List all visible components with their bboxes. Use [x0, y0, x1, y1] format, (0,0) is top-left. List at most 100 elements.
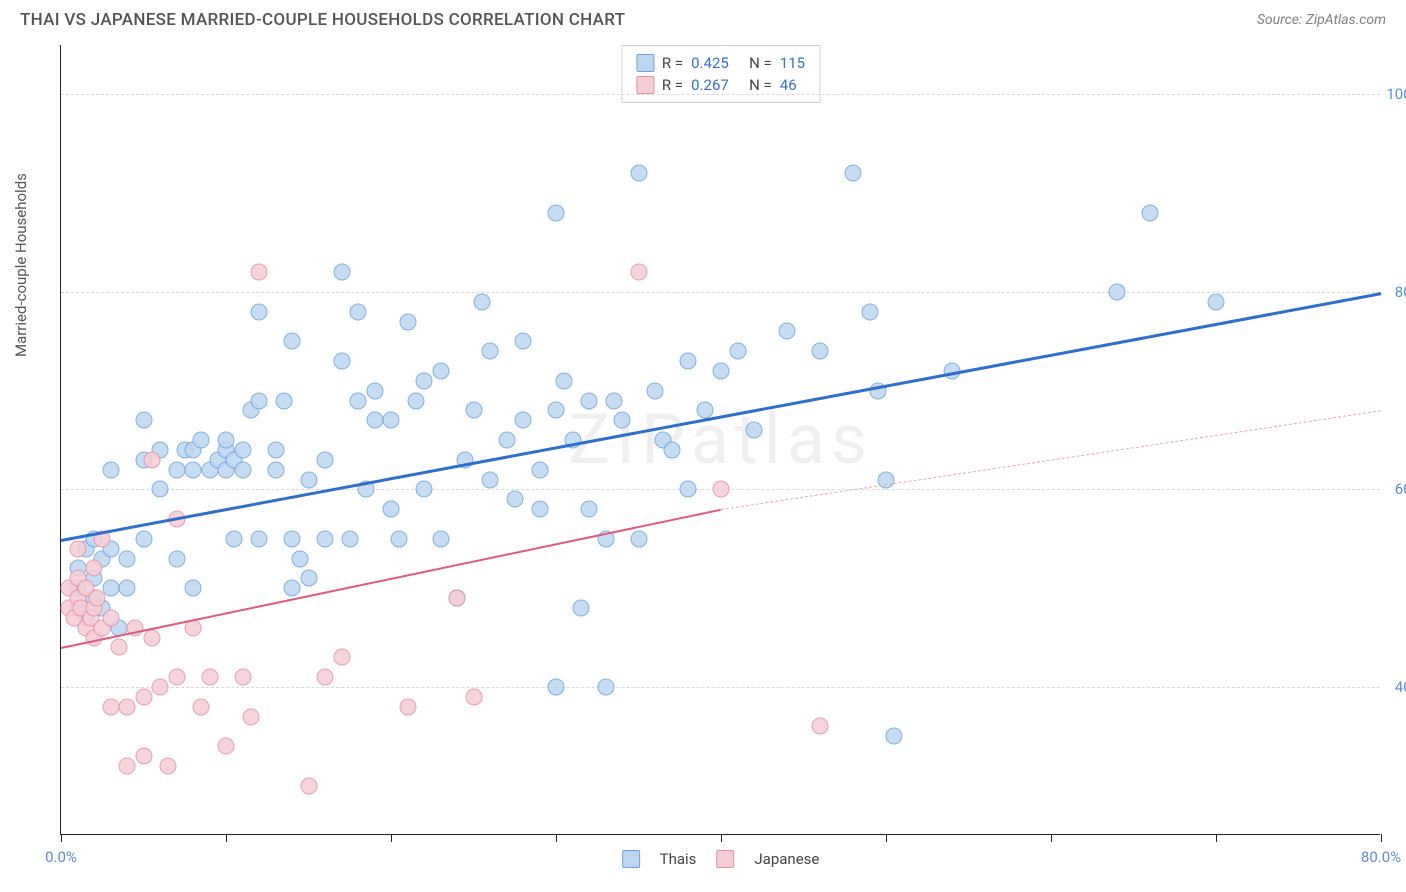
- x-tick-label: 80.0%: [1361, 848, 1401, 866]
- data-point: [399, 698, 416, 715]
- legend-r-label: R =: [662, 76, 683, 94]
- data-point: [275, 392, 292, 409]
- x-tick-label: 0.0%: [45, 848, 77, 866]
- x-tick: [226, 834, 227, 842]
- data-point: [861, 303, 878, 320]
- data-point: [152, 481, 169, 498]
- data-point: [498, 432, 515, 449]
- data-point: [350, 392, 367, 409]
- data-point: [630, 165, 647, 182]
- x-tick: [391, 834, 392, 842]
- y-axis-label: Married-couple Households: [12, 173, 30, 357]
- data-point: [1142, 204, 1159, 221]
- data-point: [449, 590, 466, 607]
- data-point: [152, 678, 169, 695]
- data-point: [135, 530, 152, 547]
- data-point: [1208, 293, 1225, 310]
- legend-r-value: 0.425: [691, 54, 741, 72]
- legend-n-label: N =: [749, 76, 772, 94]
- data-point: [317, 530, 334, 547]
- data-point: [663, 441, 680, 458]
- legend-series-name: Thais: [660, 850, 697, 868]
- gridline: [61, 94, 1380, 95]
- data-point: [779, 323, 796, 340]
- data-point: [515, 333, 532, 350]
- data-point: [416, 372, 433, 389]
- data-point: [89, 590, 106, 607]
- data-point: [845, 165, 862, 182]
- x-tick: [1051, 834, 1052, 842]
- data-point: [317, 669, 334, 686]
- data-point: [465, 688, 482, 705]
- data-point: [218, 432, 235, 449]
- data-point: [300, 570, 317, 587]
- data-point: [292, 550, 309, 567]
- data-point: [432, 362, 449, 379]
- data-point: [432, 530, 449, 547]
- data-point: [630, 264, 647, 281]
- data-point: [135, 688, 152, 705]
- data-point: [317, 451, 334, 468]
- data-point: [812, 718, 829, 735]
- chart-source: Source: ZipAtlas.com: [1257, 12, 1386, 28]
- data-point: [416, 481, 433, 498]
- data-point: [581, 501, 598, 518]
- data-point: [506, 491, 523, 508]
- legend-row: R =0.267N =46: [636, 74, 805, 96]
- data-point: [143, 451, 160, 468]
- data-point: [680, 353, 697, 370]
- trend-line: [61, 292, 1382, 542]
- data-point: [581, 392, 598, 409]
- data-point: [86, 560, 103, 577]
- data-point: [119, 698, 136, 715]
- data-point: [102, 698, 119, 715]
- data-point: [300, 471, 317, 488]
- data-point: [234, 669, 251, 686]
- data-point: [572, 599, 589, 616]
- data-point: [597, 678, 614, 695]
- legend-series-name: Japanese: [754, 850, 819, 868]
- data-point: [713, 362, 730, 379]
- data-point: [226, 530, 243, 547]
- x-tick: [721, 834, 722, 842]
- x-tick: [1381, 834, 1382, 842]
- legend-swatch: [716, 850, 734, 868]
- data-point: [201, 669, 218, 686]
- data-point: [251, 264, 268, 281]
- gridline: [61, 292, 1380, 293]
- data-point: [482, 343, 499, 360]
- data-point: [333, 264, 350, 281]
- chart-header: THAI VS JAPANESE MARRIED-COUPLE HOUSEHOL…: [0, 0, 1406, 35]
- trend-line: [721, 410, 1381, 510]
- chart-title: THAI VS JAPANESE MARRIED-COUPLE HOUSEHOL…: [20, 10, 625, 30]
- data-point: [168, 550, 185, 567]
- data-point: [366, 382, 383, 399]
- data-point: [119, 757, 136, 774]
- data-point: [251, 530, 268, 547]
- data-point: [193, 698, 210, 715]
- x-tick: [556, 834, 557, 842]
- data-point: [218, 738, 235, 755]
- data-point: [391, 530, 408, 547]
- data-point: [465, 402, 482, 419]
- data-point: [135, 412, 152, 429]
- data-point: [482, 471, 499, 488]
- data-point: [399, 313, 416, 330]
- data-point: [251, 303, 268, 320]
- trend-line: [61, 509, 721, 649]
- data-point: [119, 550, 136, 567]
- data-point: [366, 412, 383, 429]
- legend-n-value: 46: [780, 76, 797, 94]
- legend-swatch: [622, 850, 640, 868]
- data-point: [531, 461, 548, 478]
- data-point: [160, 757, 177, 774]
- y-tick-label: 100.0%: [1386, 85, 1406, 103]
- data-point: [630, 530, 647, 547]
- x-tick: [1216, 834, 1217, 842]
- data-point: [102, 461, 119, 478]
- data-point: [185, 580, 202, 597]
- data-point: [267, 441, 284, 458]
- x-tick: [886, 834, 887, 842]
- data-point: [185, 461, 202, 478]
- data-point: [548, 204, 565, 221]
